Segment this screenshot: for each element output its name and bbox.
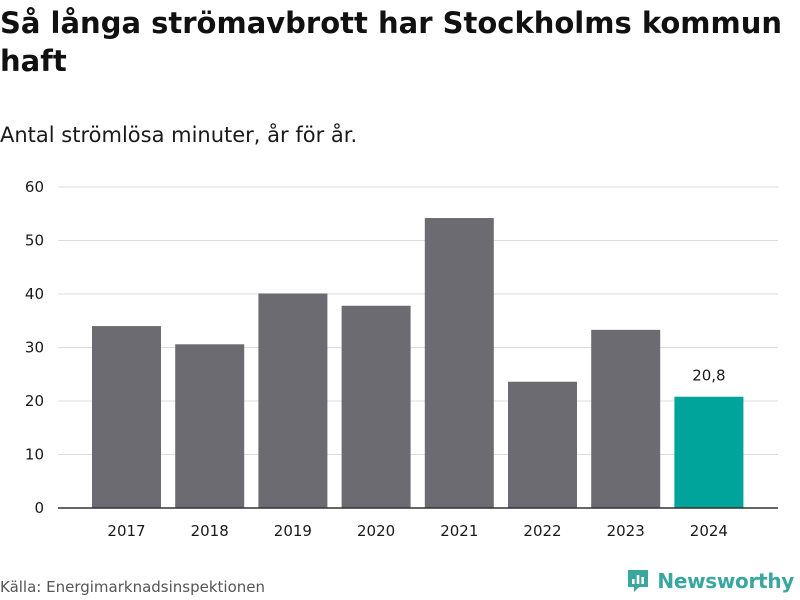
bar	[175, 344, 245, 508]
brand-logo[interactable]: Newsworthy	[626, 568, 794, 594]
y-tick-label: 0	[34, 499, 44, 517]
x-tick-label: 2022	[523, 522, 561, 540]
y-tick-label: 40	[25, 285, 44, 303]
newsworthy-logo-icon	[628, 570, 649, 592]
data-label: 20,8	[692, 367, 725, 385]
bar	[591, 329, 661, 508]
x-tick-label: 2019	[274, 522, 312, 540]
y-tick-label: 20	[25, 392, 44, 410]
brand-name: Newsworthy	[657, 569, 794, 593]
source-note: Källa: Energimarknadsinspektionen	[0, 578, 266, 596]
y-tick-label: 50	[25, 232, 44, 250]
x-tick-label: 2018	[191, 522, 229, 540]
bar	[674, 396, 744, 508]
x-tick-label: 2020	[357, 522, 395, 540]
bar	[258, 293, 328, 508]
bar	[424, 218, 494, 508]
chart-title: Så långa strömavbrott har Stockholms kom…	[0, 6, 782, 78]
x-tick-label: 2023	[607, 522, 645, 540]
chart-subtitle: Antal strömlösa minuter, år för år.	[0, 123, 358, 147]
bar	[92, 326, 161, 508]
bar	[508, 381, 577, 508]
y-tick-label: 30	[25, 339, 44, 357]
y-tick-label: 60	[25, 178, 44, 196]
x-tick-label: 2024	[690, 522, 728, 540]
x-tick-label: 2017	[107, 522, 145, 540]
x-tick-label: 2021	[440, 522, 478, 540]
bar	[341, 305, 411, 508]
y-tick-label: 10	[25, 446, 44, 464]
